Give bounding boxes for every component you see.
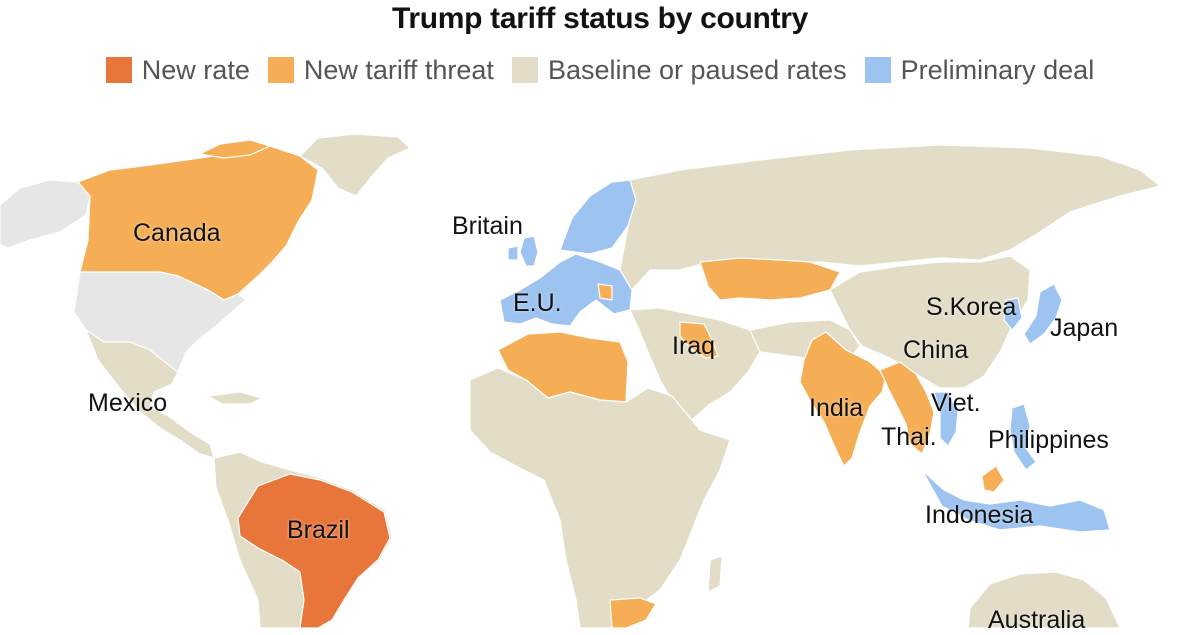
legend-item-baseline: Baseline or paused rates: [511, 54, 847, 86]
label-viet: Viet.: [931, 389, 981, 417]
legend-swatch-baseline: [511, 57, 538, 83]
label-mexico: Mexico: [88, 389, 168, 417]
korea-region: [1003, 297, 1023, 331]
legend-label-baseline: Baseline or paused rates: [547, 54, 847, 85]
label-india: India: [809, 394, 864, 422]
russia-region: [619, 144, 1161, 291]
serbia-region: [597, 283, 613, 301]
label-skorea: S.Korea: [926, 293, 1017, 321]
legend: New rate New tariff threat Baseline or p…: [0, 52, 1200, 88]
western-europe-region: [499, 253, 633, 327]
label-iraq: Iraq: [672, 332, 716, 360]
india-region: [799, 331, 887, 467]
legend-swatch-new-rate: [105, 57, 132, 83]
kazakhstan-region: [699, 257, 841, 301]
legend-label-preliminary-deal: Preliminary deal: [900, 54, 1095, 85]
caribbean-region: [207, 391, 263, 405]
middle-east-region: [629, 307, 761, 421]
legend-swatch-preliminary-deal: [864, 57, 891, 83]
label-thai: Thai.: [881, 423, 937, 451]
africa-region: [469, 367, 731, 628]
ireland-region: [507, 245, 519, 261]
arctic-islands-region: [199, 139, 271, 159]
label-philippines: Philippines: [988, 426, 1109, 454]
world-map: [0, 133, 1161, 628]
mexico-region: [85, 329, 215, 459]
brazil-region: [237, 473, 391, 628]
label-china: China: [903, 336, 969, 364]
label-australia: Australia: [988, 606, 1086, 634]
alaska-region: [0, 179, 91, 249]
label-japan: Japan: [1050, 314, 1119, 342]
britain-region: [519, 235, 539, 267]
greenland-region: [299, 133, 411, 197]
madagascar-region: [707, 555, 723, 593]
australia-region: [967, 571, 1121, 628]
legend-item-new-rate: New rate: [105, 54, 250, 86]
legend-item-new-tariff-threat: New tariff threat: [267, 54, 494, 86]
malaysia-region: [981, 465, 1005, 493]
iraq-region: [679, 321, 719, 359]
legend-item-preliminary-deal: Preliminary deal: [864, 54, 1095, 86]
label-britain: Britain: [452, 212, 523, 240]
chart-title: Trump tariff status by country: [391, 2, 809, 35]
label-brazil: Brazil: [287, 516, 350, 544]
label-eu: E.U.: [513, 289, 562, 317]
south-africa-region: [609, 597, 657, 628]
philippines-region: [1009, 403, 1037, 471]
legend-swatch-new-tariff-threat: [267, 57, 294, 83]
indonesia-region: [921, 469, 1111, 533]
label-indonesia: Indonesia: [925, 501, 1034, 529]
vietnam-region: [933, 391, 959, 447]
label-canada: Canada: [133, 219, 221, 247]
legend-label-new-tariff-threat: New tariff threat: [303, 54, 494, 85]
china-region: [829, 255, 1031, 389]
japan-region: [1023, 283, 1063, 345]
southeast-asia-region: [879, 361, 935, 455]
legend-label-new-rate: New rate: [141, 54, 250, 85]
